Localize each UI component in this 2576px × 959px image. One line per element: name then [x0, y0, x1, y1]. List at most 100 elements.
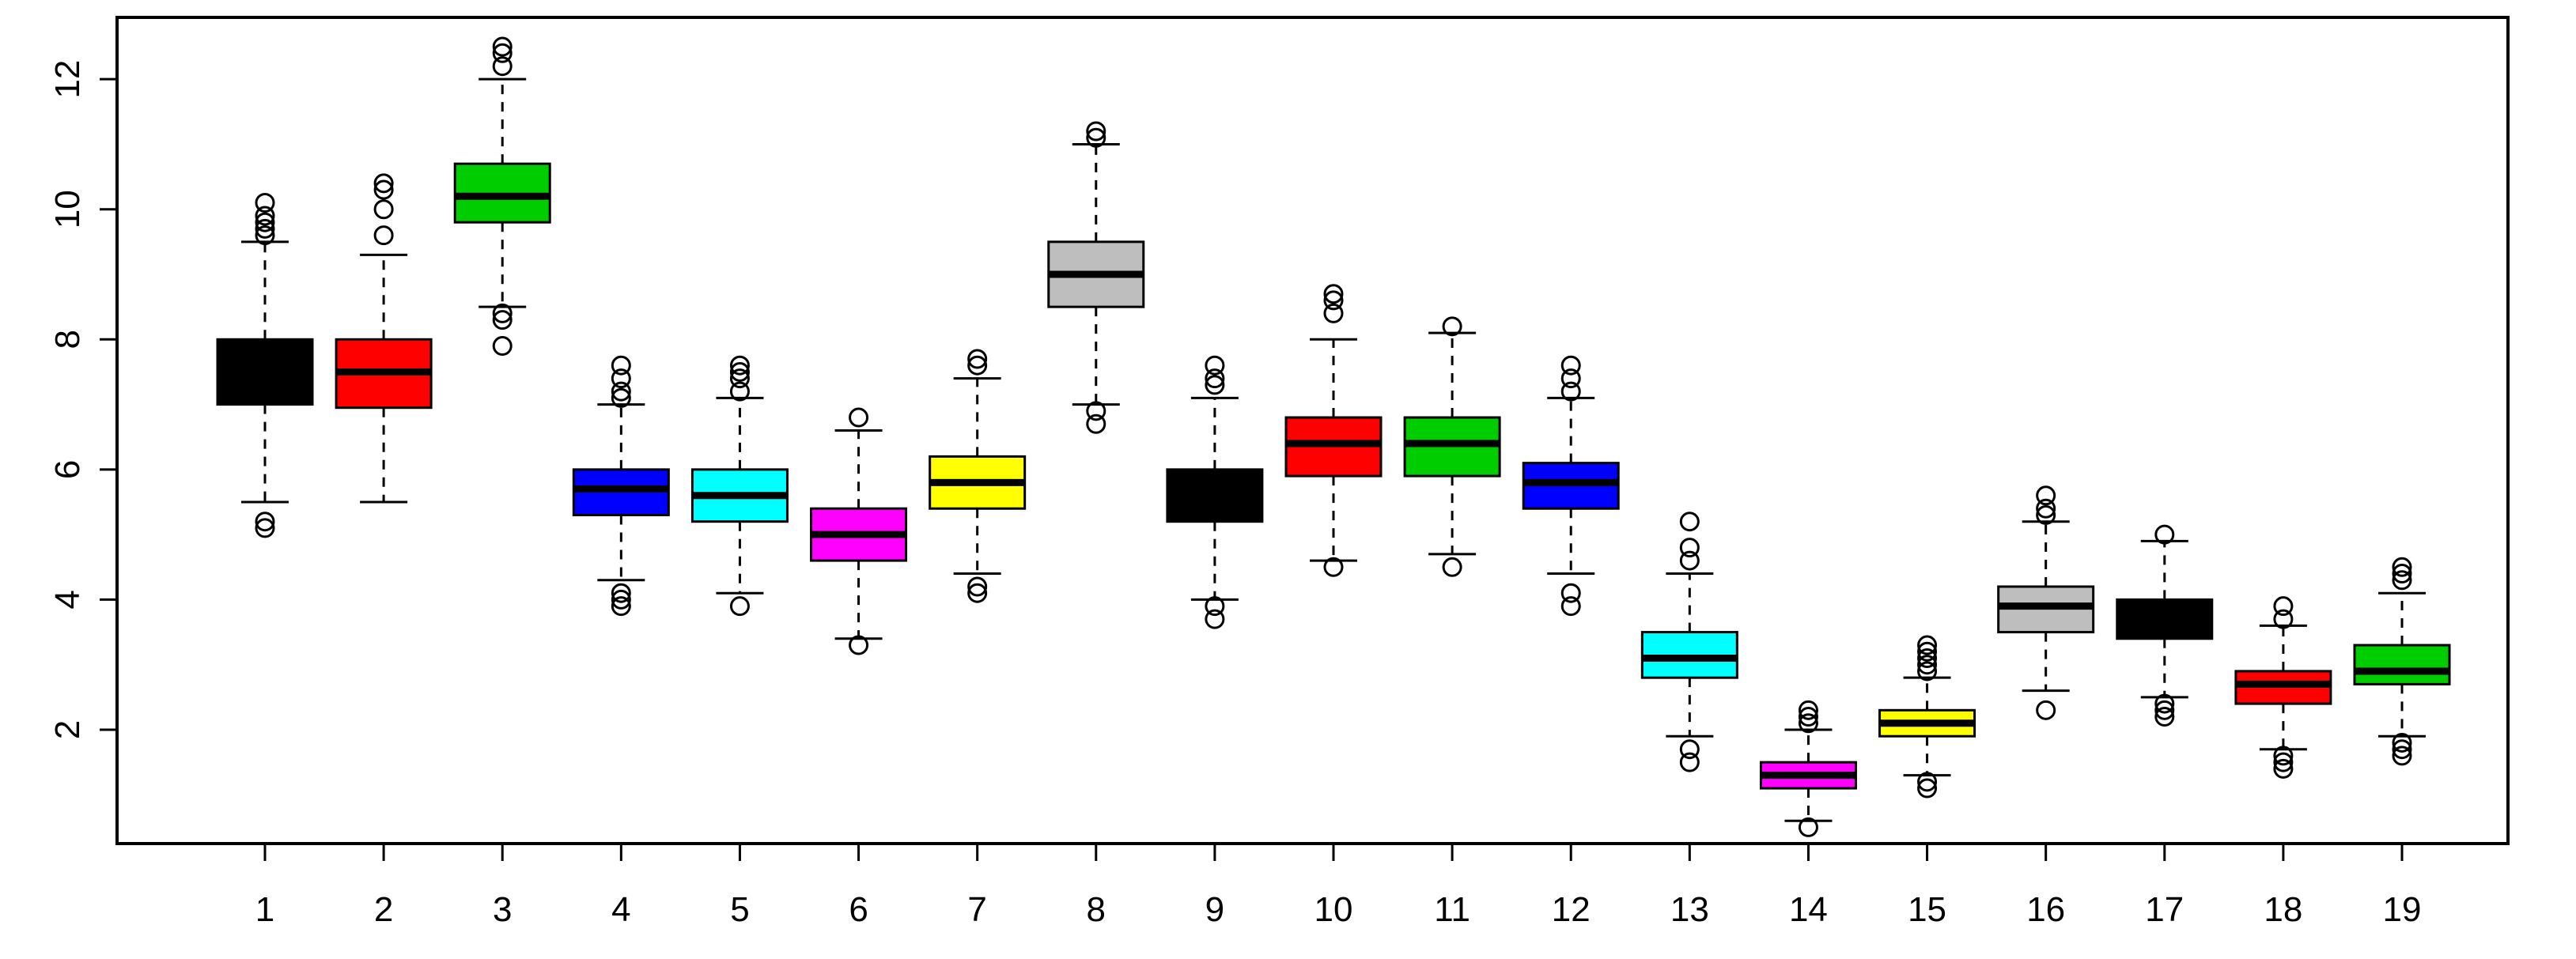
outlier-point — [611, 368, 631, 389]
outlier-point — [1798, 817, 1818, 837]
outlier-point — [2392, 739, 2412, 760]
outlier-point — [729, 596, 750, 617]
x-tick-label: 18 — [2264, 890, 2302, 929]
outlier-point — [492, 303, 513, 323]
outlier-point — [2392, 557, 2412, 577]
outlier-point — [255, 193, 275, 213]
outlier-point — [1917, 661, 1938, 681]
outlier-point — [2392, 732, 2412, 753]
outlier-point — [1679, 538, 1700, 558]
outlier-point — [849, 635, 869, 655]
outlier-point — [1917, 641, 1938, 662]
outlier-point — [2273, 746, 2294, 766]
outlier-point — [1560, 355, 1581, 376]
outlier-point — [611, 583, 631, 603]
outlier-point — [967, 355, 988, 376]
outlier-point — [2273, 609, 2294, 629]
outlier-point — [1323, 290, 1344, 311]
outlier-point — [1205, 355, 1225, 376]
outlier-point — [1205, 596, 1225, 617]
x-tick-label: 4 — [611, 890, 630, 929]
outlier-point — [611, 596, 631, 617]
x-tick-label: 19 — [2383, 890, 2422, 929]
outlier-point — [373, 225, 394, 246]
box-14 — [1759, 700, 1857, 837]
box-5 — [690, 355, 789, 617]
outlier-point — [1798, 713, 1818, 734]
box-17 — [2116, 524, 2214, 727]
y-tick-label: 8 — [48, 330, 87, 349]
x-tick-label: 6 — [849, 890, 868, 929]
outlier-point — [373, 199, 394, 220]
outlier-point — [1560, 368, 1581, 389]
outlier-point — [1917, 655, 1938, 675]
outlier-point — [2392, 570, 2412, 591]
x-tick-label: 9 — [1205, 890, 1224, 929]
outlier-point — [729, 361, 750, 382]
outlier-point — [2036, 498, 2056, 519]
box-11 — [1403, 316, 1501, 577]
box-9 — [1166, 355, 1264, 629]
x-tick-label: 11 — [1434, 890, 1470, 929]
y-tick-label: 12 — [48, 60, 87, 99]
x-tick-label: 12 — [1552, 890, 1591, 929]
boxes-layer — [216, 36, 2451, 837]
outlier-point — [1798, 707, 1818, 727]
outlier-point — [492, 43, 513, 63]
outlier-point — [1917, 635, 1938, 655]
x-tick-label: 3 — [493, 890, 512, 929]
outlier-point — [1679, 512, 1700, 532]
x-tick-label: 5 — [730, 890, 749, 929]
outlier-point — [255, 218, 275, 239]
outlier-point — [492, 310, 513, 330]
outlier-point — [1323, 284, 1344, 304]
outlier-point — [729, 355, 750, 376]
outlier-point — [1917, 648, 1938, 668]
outlier-point — [1798, 700, 1818, 720]
x-tick-label: 10 — [1314, 890, 1353, 929]
box-19 — [2353, 557, 2451, 766]
x-tick-label: 7 — [967, 890, 986, 929]
outlier-point — [1323, 303, 1344, 323]
y-tick-label: 10 — [48, 190, 87, 228]
outlier-point — [2273, 758, 2294, 779]
box-body — [2353, 644, 2451, 685]
box-16 — [1997, 485, 2095, 720]
outlier-point — [2392, 746, 2412, 766]
outlier-point — [492, 336, 513, 357]
box-12 — [1522, 355, 1620, 617]
box-4 — [572, 355, 670, 617]
outlier-point — [1442, 316, 1462, 337]
outlier-point — [1679, 739, 1700, 760]
x-tick-label: 16 — [2026, 890, 2065, 929]
x-tick-label: 1 — [255, 890, 274, 929]
outlier-point — [1086, 121, 1106, 142]
outlier-point — [611, 387, 631, 408]
outlier-point — [611, 381, 631, 402]
outlier-point — [729, 381, 750, 402]
outlier-point — [729, 368, 750, 389]
outlier-point — [1560, 381, 1581, 402]
x-axis: 1 2 3 4 5 6 7 8 9 10 11 12 13 14 15 16 17 18 19 — [255, 842, 2422, 929]
outlier-point — [373, 173, 394, 194]
outlier-point — [2154, 707, 2175, 727]
box-15 — [1878, 635, 1976, 799]
outlier-point — [611, 589, 631, 610]
outlier-point — [967, 349, 988, 369]
y-tick-label: 4 — [48, 590, 87, 609]
outlier-point — [1086, 401, 1106, 421]
y-tick-label: 6 — [48, 460, 87, 479]
outlier-point — [2273, 596, 2294, 617]
outlier-point — [255, 206, 275, 226]
outlier-point — [1323, 557, 1344, 577]
x-tick-label: 13 — [1670, 890, 1709, 929]
outlier-point — [1205, 368, 1225, 389]
outlier-point — [1560, 596, 1581, 617]
outlier-point — [967, 583, 988, 603]
box-10 — [1284, 284, 1383, 577]
outlier-point — [2154, 524, 2175, 545]
outlier-point — [2036, 504, 2056, 525]
outlier-point — [1086, 413, 1106, 434]
outlier-point — [611, 355, 631, 376]
